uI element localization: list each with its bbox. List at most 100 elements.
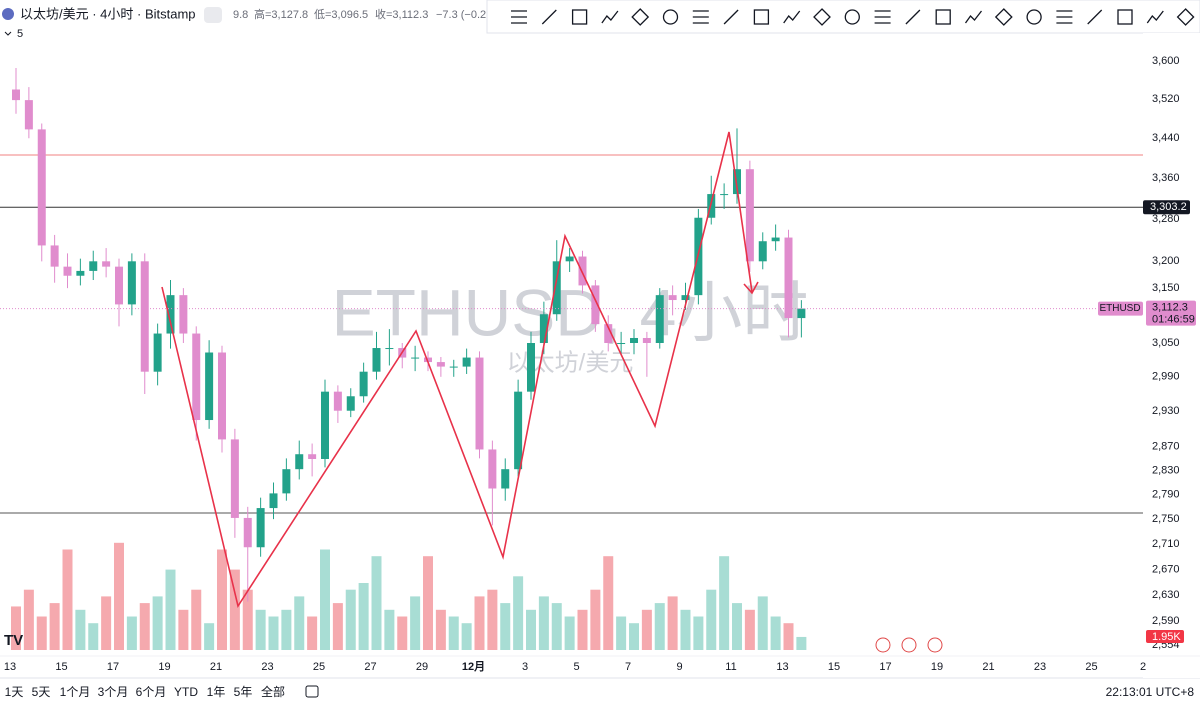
hline-label-box [1143, 200, 1190, 215]
tool-icon[interactable] [1146, 10, 1164, 24]
tool-icon[interactable] [753, 9, 770, 25]
y-tick-label: 2,790 [1152, 489, 1180, 501]
date-range-icon[interactable] [305, 685, 319, 698]
x-tick-label: 17 [879, 661, 891, 673]
indicator-count[interactable]: 5 [17, 28, 23, 40]
event-icon[interactable] [875, 637, 891, 653]
volume-bar [358, 583, 369, 650]
candle-body [140, 261, 149, 372]
timeframe-button[interactable]: YTD [174, 685, 198, 699]
volume-bar [487, 589, 498, 650]
tool-icon[interactable] [1176, 8, 1195, 26]
tool-icon[interactable] [1117, 9, 1133, 25]
icon-shape [662, 9, 679, 25]
volume-bar [693, 616, 704, 650]
tool-icon[interactable] [601, 10, 619, 24]
tool-icon[interactable] [541, 9, 557, 25]
timeframe-button[interactable]: 1年 [207, 685, 226, 699]
tool-icon[interactable] [692, 10, 709, 24]
x-tick-label: 13 [4, 661, 16, 673]
volume-bar [88, 623, 99, 650]
icon-shape [1056, 10, 1073, 24]
volume-bar [435, 609, 446, 650]
volume-bar [217, 549, 227, 650]
icon-shape [994, 8, 1013, 26]
tool-icon[interactable] [1056, 10, 1073, 24]
candle-body [707, 194, 716, 218]
volume-bar [783, 623, 794, 650]
price-label: 3,112.3 [1152, 302, 1188, 314]
volume-bar [49, 603, 60, 650]
icon-shape [692, 10, 709, 24]
x-tick-label: 23 [261, 661, 273, 673]
drawing-toolbar [486, 0, 1200, 34]
tool-icon[interactable] [964, 10, 983, 24]
timeframe-button[interactable]: 5年 [234, 685, 253, 699]
event-icons [875, 637, 943, 653]
tool-icon[interactable] [511, 10, 527, 24]
volume-bar [551, 603, 562, 650]
timeframe-button[interactable]: 全部 [261, 684, 285, 699]
candle-body [655, 295, 664, 344]
pattern-drawing [161, 131, 753, 609]
tool-icon[interactable] [844, 9, 860, 25]
tool-icon[interactable] [1087, 9, 1103, 25]
tool-icon[interactable] [994, 8, 1013, 26]
x-tick-label: 29 [416, 661, 428, 673]
candle-body [617, 343, 626, 345]
x-tick-label: 5 [573, 661, 579, 673]
candle-body [475, 357, 484, 450]
x-tick-label: 19 [158, 661, 170, 673]
volume-bar [11, 606, 21, 650]
tool-icon[interactable] [723, 9, 739, 25]
tool-icon[interactable] [1026, 9, 1042, 25]
countdown-label: 01:46:59 [1152, 314, 1195, 326]
x-tick-label: 13 [776, 661, 788, 673]
candle-body [333, 391, 342, 411]
volume-bar [281, 609, 292, 650]
volume-bar [294, 596, 305, 650]
tool-icon[interactable] [935, 9, 951, 25]
tool-icon[interactable] [813, 8, 831, 26]
y-tick-label: 3,150 [1152, 282, 1180, 294]
timeframe-button[interactable]: 1天 [5, 685, 24, 699]
volume-bar [229, 569, 240, 650]
indicator-chevron[interactable] [4, 31, 12, 36]
candle-body [604, 324, 613, 344]
event-icon[interactable] [901, 637, 917, 653]
volume-bar [62, 549, 73, 650]
x-tick-label: 7 [625, 661, 631, 673]
candle-body [745, 169, 754, 262]
volume-bar [603, 556, 614, 650]
y-tick-label: 2,930 [1152, 405, 1180, 417]
x-tick-label: 9 [676, 661, 682, 673]
timeframe-button[interactable]: 6个月 [136, 685, 167, 699]
candle-body [115, 266, 123, 305]
timeframe-button[interactable]: 1个月 [60, 685, 91, 699]
volume-bar [564, 616, 575, 650]
volume-bar [345, 589, 356, 650]
tool-icon[interactable] [571, 9, 588, 25]
hline-label: 3,303.2 [1150, 201, 1187, 213]
icon-shape [631, 8, 650, 26]
tool-icon[interactable] [662, 9, 679, 25]
volume-bar [641, 609, 652, 650]
timeframe-bar: 1天 5天 1个月 3个月 6个月 YTD 1年 5年 全部 [5, 684, 285, 699]
candle-body [127, 261, 136, 305]
tool-icon[interactable] [874, 10, 891, 24]
icon-shape [783, 10, 801, 24]
clock: 22:13:01 UTC+8 [1106, 685, 1195, 699]
volume-bar [629, 623, 639, 650]
tool-icon[interactable] [905, 9, 921, 25]
candle-body [24, 100, 33, 130]
icon-shape [1117, 9, 1133, 25]
symbol-title[interactable]: 以太坊/美元 · 4小时 · Bitstamp [20, 6, 196, 21]
timeframe-button[interactable]: 3个月 [98, 685, 129, 699]
tool-icon[interactable] [631, 8, 650, 26]
candle-body [462, 357, 471, 367]
header-button[interactable] [204, 7, 222, 23]
candle-body [230, 439, 239, 518]
timeframe-button[interactable]: 5天 [32, 685, 51, 699]
tool-icon[interactable] [783, 10, 801, 24]
event-icon[interactable] [927, 637, 943, 653]
